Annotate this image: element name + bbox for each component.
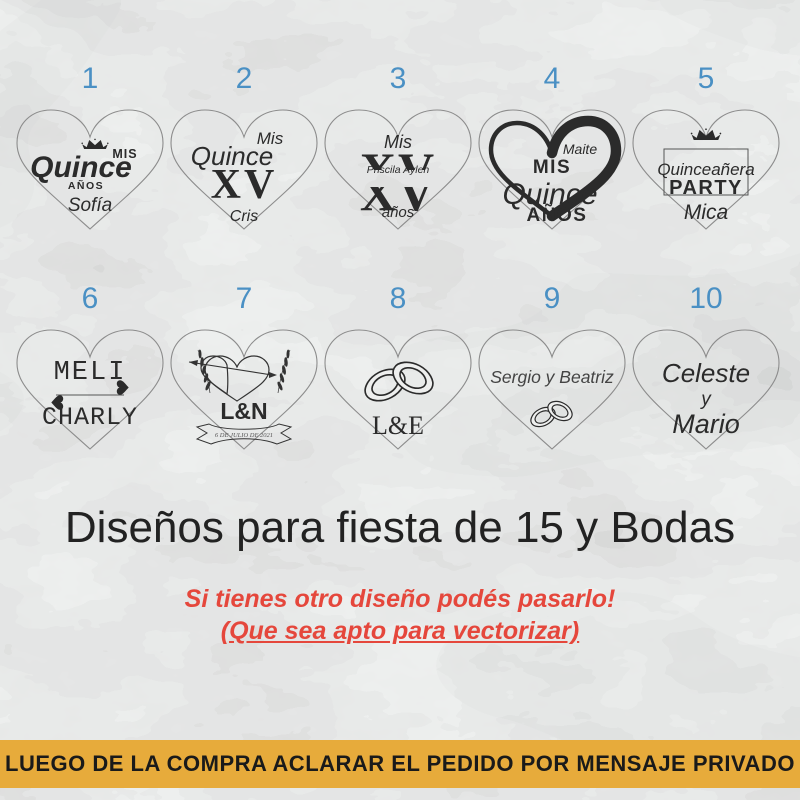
- svg-text:Priscila Aylen: Priscila Aylen: [367, 164, 430, 176]
- svg-text:años: años: [382, 204, 415, 221]
- svg-text:Cris: Cris: [230, 208, 258, 225]
- svg-text:Maite: Maite: [563, 141, 597, 157]
- svg-text:AÑOS: AÑOS: [527, 204, 588, 226]
- svg-text:MIS: MIS: [112, 147, 137, 161]
- svg-text:CHARLY: CHARLY: [42, 403, 138, 432]
- svg-text:Mario: Mario: [672, 409, 740, 439]
- svg-text:Celeste: Celeste: [662, 358, 750, 388]
- svg-text:Mis: Mis: [257, 129, 284, 148]
- svg-text:AÑOS: AÑOS: [68, 179, 104, 192]
- svg-text:MELI: MELI: [54, 358, 127, 388]
- svg-text:Mica: Mica: [684, 201, 728, 224]
- svg-text:L&E: L&E: [372, 411, 424, 440]
- svg-text:y: y: [699, 389, 712, 410]
- svg-text:L&N: L&N: [220, 398, 267, 424]
- svg-text:XV: XV: [211, 162, 278, 208]
- svg-text:6 DE JULIO DE 2021: 6 DE JULIO DE 2021: [215, 432, 273, 439]
- svg-text:MIS: MIS: [533, 157, 571, 178]
- svg-text:Sergio y Beatriz: Sergio y Beatriz: [490, 367, 614, 387]
- svg-text:PARTY: PARTY: [669, 177, 743, 199]
- svg-text:Sofía: Sofía: [68, 195, 112, 216]
